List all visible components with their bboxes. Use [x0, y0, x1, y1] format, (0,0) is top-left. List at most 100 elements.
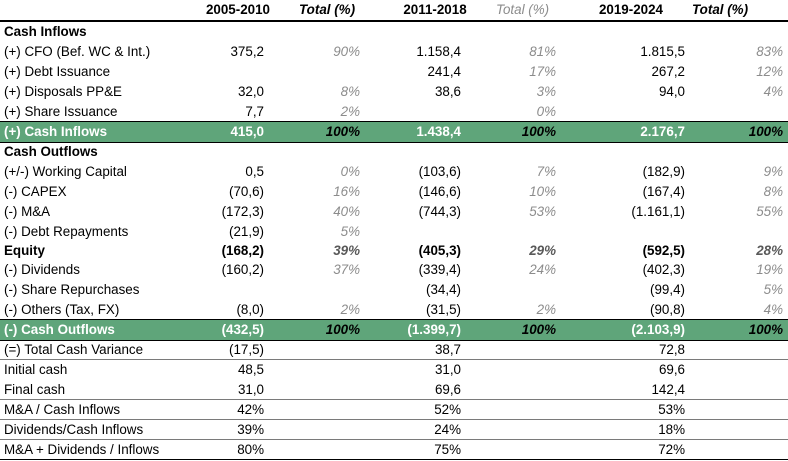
table-row: (-) CAPEX (70,6) 16% (146,6) 10% (167,4)…	[0, 182, 788, 202]
value-2005-2010: (21,9)	[229, 224, 264, 239]
value-2005-2010: 0,5	[245, 164, 264, 179]
row-label: M&A + Dividends / Inflows	[4, 442, 160, 457]
table-row: (+) CFO (Bef. WC & Int.) 375,2 90% 1.158…	[0, 42, 788, 62]
value-2005-2010: 415,0	[230, 124, 264, 139]
value-2011-2018: 1.158,4	[416, 44, 461, 59]
value-2011-2018: 241,4	[427, 64, 461, 79]
pct-2005-2010: 0%	[340, 164, 360, 179]
row-label: (+) CFO (Bef. WC & Int.)	[4, 44, 151, 59]
table-row: (-) Share Repurchases (34,4) (99,4) 5%	[0, 280, 788, 300]
value-2011-2018: (405,3)	[418, 243, 461, 258]
pct-2011-2018: 17%	[529, 64, 556, 79]
row-label: (-) Debt Repayments	[4, 224, 129, 239]
pct-2011-2018: 10%	[529, 184, 556, 199]
row-divider	[0, 142, 788, 143]
row-divider	[0, 340, 788, 341]
row-label: (-) Cash Outflows	[4, 322, 115, 337]
value-2019-2024: (90,8)	[650, 302, 685, 317]
value-2011-2018	[383, 222, 461, 242]
table-row: (+) Share Issuance 7,7 2% 0%	[0, 102, 788, 122]
row-label: (+) Cash Inflows	[4, 124, 108, 139]
value-2019-2024	[578, 102, 685, 122]
row-label: Dividends/Cash Inflows	[4, 422, 144, 437]
row-label: (-) Dividends	[4, 262, 80, 277]
pct-2005-2010: 39%	[333, 243, 360, 258]
pct-2019-2024: 4%	[763, 84, 783, 99]
row-label: Cash Inflows	[4, 24, 87, 39]
value-2019-2024: (592,5)	[642, 243, 685, 258]
table-row: (-) M&A (172,3) 40% (744,3) 53% (1.161,1…	[0, 202, 788, 222]
row-label: (+) Disposals PP&E	[4, 84, 122, 99]
pct-2005-2010: 37%	[333, 262, 360, 277]
row-label: M&A / Cash Inflows	[4, 402, 121, 417]
value-2019-2024: (99,4)	[650, 282, 685, 297]
value-2005-2010: (172,3)	[221, 204, 264, 219]
header-period-2019-2024: 2019-2024	[598, 2, 664, 17]
pct-2011-2018: 100%	[521, 322, 556, 337]
table-bottom-border	[0, 459, 788, 460]
value-2005-2010: (17,5)	[229, 342, 264, 357]
value-2011-2018: 24%	[434, 422, 461, 437]
value-2011-2018: (339,4)	[418, 262, 461, 277]
value-2005-2010: (432,5)	[221, 322, 264, 337]
pct-2011-2018	[486, 222, 556, 242]
table-row: Final cash 31,0 69,6 142,4	[0, 380, 788, 400]
value-2005-2010: 80%	[237, 442, 264, 457]
pct-2005-2010: 8%	[340, 84, 360, 99]
pct-2005-2010: 16%	[333, 184, 360, 199]
value-2005-2010: 7,7	[245, 104, 264, 119]
value-2011-2018: 38,6	[434, 84, 461, 99]
value-2019-2024: 94,0	[658, 84, 685, 99]
pct-2011-2018: 7%	[536, 164, 556, 179]
value-2011-2018: 75%	[434, 442, 461, 457]
value-2011-2018: (34,4)	[426, 282, 461, 297]
pct-2005-2010: 5%	[340, 224, 360, 239]
header-period-2011-2018: 2011-2018	[403, 2, 467, 17]
row-label: (-) M&A	[4, 204, 51, 219]
pct-2019-2024: 100%	[748, 124, 783, 139]
row-label: Cash Outflows	[4, 144, 98, 159]
pct-2011-2018: 2%	[536, 302, 556, 317]
value-2011-2018: (744,3)	[418, 204, 461, 219]
header-divider	[0, 20, 788, 22]
header-total-pct-1: Total (%)	[299, 2, 356, 17]
pct-2019-2024: 19%	[756, 262, 783, 277]
pct-2019-2024: 9%	[763, 164, 783, 179]
pct-2019-2024: 5%	[763, 282, 783, 297]
value-2005-2010: 39%	[237, 422, 264, 437]
row-label: Final cash	[4, 382, 66, 397]
value-2005-2010: (168,2)	[221, 243, 264, 258]
value-2011-2018: 31,0	[434, 362, 461, 377]
header-period-2005-2010: 2005-2010	[205, 2, 271, 17]
pct-2005-2010: 40%	[333, 204, 360, 219]
value-2019-2024: (402,3)	[642, 262, 685, 277]
row-label: (=) Total Cash Variance	[4, 342, 144, 357]
row-divider	[0, 319, 788, 320]
pct-2019-2024: 100%	[748, 322, 783, 337]
value-2011-2018: 69,6	[434, 382, 461, 397]
pct-2019-2024	[690, 222, 783, 242]
header-total-pct-3: Total (%)	[692, 2, 749, 17]
value-2019-2024: 53%	[658, 402, 685, 417]
table-row: M&A / Cash Inflows 42% 52% 53%	[0, 400, 788, 420]
subtotal-row-equity: Equity (168,2) 39% (405,3) 29% (592,5) 2…	[0, 241, 788, 261]
pct-2019-2024: 55%	[756, 204, 783, 219]
value-2019-2024: 142,4	[651, 382, 685, 397]
pct-2011-2018: 53%	[529, 204, 556, 219]
value-2005-2010: (8,0)	[236, 302, 264, 317]
value-2005-2010: (70,6)	[229, 184, 264, 199]
table-row: (-) Dividends (160,2) 37% (339,4) 24% (4…	[0, 260, 788, 280]
pct-2005-2010: 2%	[340, 104, 360, 119]
pct-2005-2010	[292, 62, 360, 82]
value-2005-2010: 32,0	[237, 84, 264, 99]
header-total-pct-2: Total (%)	[496, 2, 550, 17]
pct-2019-2024: 28%	[756, 243, 783, 258]
pct-2019-2024: 12%	[756, 64, 783, 79]
value-2019-2024: (1.161,1)	[631, 204, 685, 219]
value-2011-2018: (31,5)	[426, 302, 461, 317]
row-label: (+/-) Working Capital	[4, 164, 127, 179]
value-2019-2024: 72%	[658, 442, 685, 457]
pct-2011-2018: 29%	[529, 243, 556, 258]
pct-2011-2018	[486, 280, 556, 300]
